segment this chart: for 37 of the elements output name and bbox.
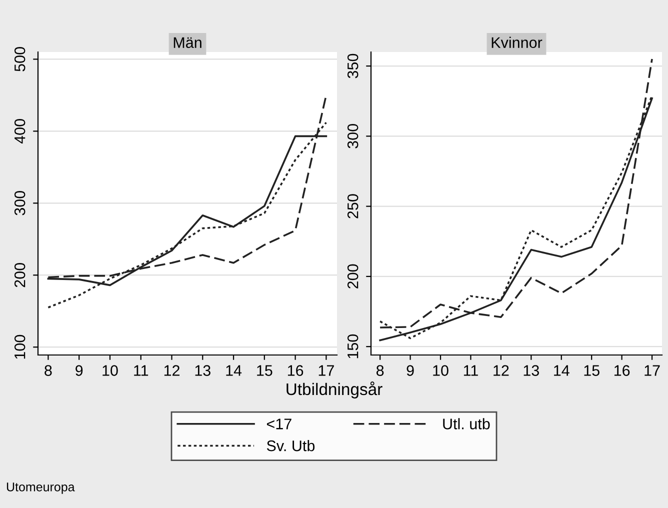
- x-tick-label: 15: [257, 365, 272, 376]
- x-tick-label: 12: [494, 365, 509, 376]
- y-tick-label: 350: [347, 54, 358, 78]
- x-tick-label: 13: [524, 365, 539, 376]
- x-tick-label: 11: [464, 365, 478, 376]
- y-tick-label: 200: [14, 262, 26, 288]
- y-tick-label: 200: [347, 264, 358, 288]
- x-tick-label: 8: [44, 365, 52, 376]
- legend-label: Sv. Utb: [266, 440, 315, 452]
- x-tick-label: 8: [376, 365, 384, 376]
- y-tick-label: 150: [347, 334, 358, 358]
- x-tick-label: 9: [406, 365, 414, 376]
- legend-label: Utl. utb: [443, 418, 490, 430]
- x-tick-label: 15: [584, 365, 600, 376]
- x-axis-title: Utbildningsår: [286, 382, 382, 398]
- x-tick-label: 13: [195, 365, 210, 376]
- y-tick-label: 250: [347, 194, 358, 218]
- x-tick-label: 11: [134, 365, 148, 376]
- legend-label: <17: [266, 418, 292, 430]
- x-tick-label: 16: [288, 365, 304, 376]
- y-tick-label: 300: [14, 190, 26, 216]
- y-tick-label: 300: [347, 124, 358, 148]
- chart-title: Män: [174, 37, 202, 48]
- y-tick-label: 500: [14, 47, 26, 72]
- x-tick-label: 17: [644, 365, 660, 376]
- x-tick-label: 12: [164, 365, 180, 376]
- x-tick-label: 17: [318, 365, 334, 376]
- x-tick-label: 14: [226, 365, 242, 376]
- x-tick-label: 14: [554, 365, 570, 376]
- x-tick-label: 9: [76, 365, 83, 376]
- x-tick-label: 16: [614, 365, 630, 376]
- text: Utomeuropa: [6, 482, 75, 494]
- x-tick-label: 10: [102, 365, 118, 376]
- y-tick-label: 400: [14, 119, 26, 144]
- x-tick-label: 10: [433, 365, 448, 376]
- chart-title: Kvinnor: [492, 36, 542, 48]
- y-tick-label: 100: [14, 334, 26, 359]
